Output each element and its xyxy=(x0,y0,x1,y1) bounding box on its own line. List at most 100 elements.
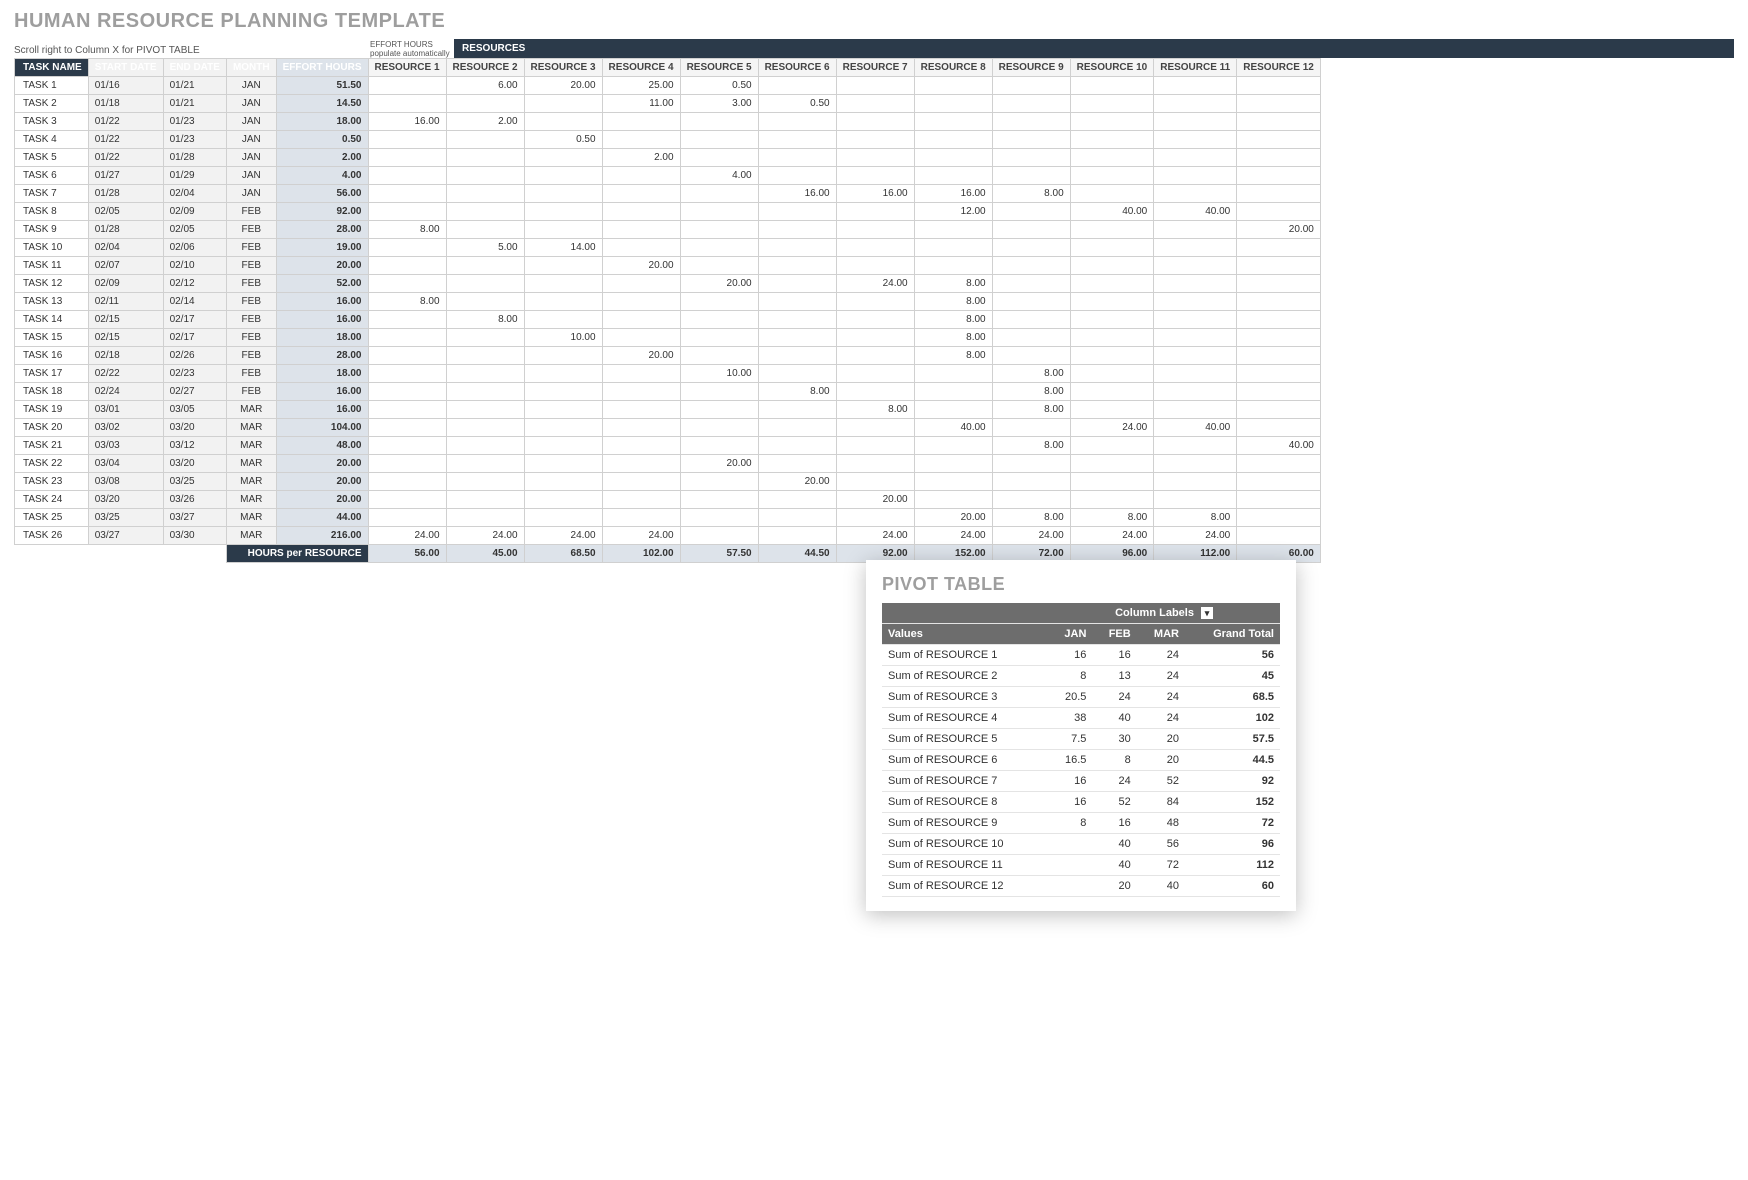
resource-cell[interactable] xyxy=(836,509,914,527)
resource-cell[interactable] xyxy=(836,347,914,365)
start-cell[interactable]: 02/22 xyxy=(88,365,163,383)
resource-cell[interactable] xyxy=(446,293,524,311)
effort-cell[interactable]: 28.00 xyxy=(276,221,368,239)
resource-cell[interactable] xyxy=(1154,167,1237,185)
resource-cell[interactable] xyxy=(1070,167,1154,185)
resource-cell[interactable]: 8.00 xyxy=(992,185,1070,203)
resource-cell[interactable]: 10.00 xyxy=(524,329,602,347)
resource-cell[interactable] xyxy=(368,77,446,95)
table-row[interactable]: TASK 1002/0402/06FEB19.005.0014.00 xyxy=(15,239,1321,257)
resource-cell[interactable] xyxy=(1154,257,1237,275)
resource-cell[interactable] xyxy=(524,419,602,437)
resource-cell[interactable] xyxy=(680,473,758,491)
task-cell[interactable]: TASK 11 xyxy=(15,257,89,275)
resource-cell[interactable] xyxy=(446,131,524,149)
end-cell[interactable]: 02/12 xyxy=(163,275,226,293)
resource-cell[interactable] xyxy=(680,401,758,419)
start-cell[interactable]: 03/08 xyxy=(88,473,163,491)
resource-cell[interactable] xyxy=(836,473,914,491)
resource-cell[interactable] xyxy=(1237,113,1321,131)
resource-cell[interactable] xyxy=(1237,149,1321,167)
resource-cell[interactable] xyxy=(914,95,992,113)
resource-cell[interactable] xyxy=(446,275,524,293)
resource-cell[interactable] xyxy=(524,455,602,473)
resource-cell[interactable] xyxy=(680,527,758,545)
resource-cell[interactable] xyxy=(446,167,524,185)
table-row[interactable]: TASK 2003/0203/20MAR104.0040.0024.0040.0… xyxy=(15,419,1321,437)
resource-cell[interactable]: 40.00 xyxy=(1070,203,1154,221)
resource-cell[interactable] xyxy=(758,275,836,293)
resource-cell[interactable] xyxy=(524,167,602,185)
resource-cell[interactable] xyxy=(680,221,758,239)
resource-cell[interactable] xyxy=(524,95,602,113)
start-cell[interactable]: 01/28 xyxy=(88,185,163,203)
effort-cell[interactable]: 18.00 xyxy=(276,113,368,131)
resource-cell[interactable]: 16.00 xyxy=(368,113,446,131)
task-cell[interactable]: TASK 18 xyxy=(15,383,89,401)
resource-cell[interactable]: 24.00 xyxy=(836,275,914,293)
resource-cell[interactable]: 24.00 xyxy=(368,527,446,545)
table-row[interactable]: TASK 2603/2703/30MAR216.0024.0024.0024.0… xyxy=(15,527,1321,545)
resource-cell[interactable] xyxy=(758,293,836,311)
resource-cell[interactable] xyxy=(1237,95,1321,113)
resource-cell[interactable] xyxy=(992,491,1070,509)
month-cell[interactable]: JAN xyxy=(226,113,276,131)
resource-cell[interactable] xyxy=(446,455,524,473)
resource-cell[interactable] xyxy=(914,473,992,491)
start-cell[interactable]: 03/20 xyxy=(88,491,163,509)
end-cell[interactable]: 03/20 xyxy=(163,455,226,473)
resource-cell[interactable] xyxy=(680,203,758,221)
resource-cell[interactable] xyxy=(914,113,992,131)
resource-cell[interactable]: 24.00 xyxy=(836,527,914,545)
resource-cell[interactable] xyxy=(1070,113,1154,131)
effort-cell[interactable]: 20.00 xyxy=(276,473,368,491)
month-cell[interactable]: FEB xyxy=(226,329,276,347)
month-cell[interactable]: MAR xyxy=(226,509,276,527)
task-cell[interactable]: TASK 7 xyxy=(15,185,89,203)
resource-cell[interactable] xyxy=(368,95,446,113)
effort-cell[interactable]: 20.00 xyxy=(276,491,368,509)
table-row[interactable]: TASK 2303/0803/25MAR20.0020.00 xyxy=(15,473,1321,491)
resource-cell[interactable] xyxy=(914,167,992,185)
resource-cell[interactable] xyxy=(602,383,680,401)
resource-cell[interactable] xyxy=(1154,383,1237,401)
resource-cell[interactable]: 8.00 xyxy=(836,401,914,419)
resource-cell[interactable] xyxy=(1154,149,1237,167)
month-cell[interactable]: FEB xyxy=(226,311,276,329)
resource-cell[interactable] xyxy=(758,167,836,185)
resource-cell[interactable] xyxy=(368,167,446,185)
resource-cell[interactable] xyxy=(1237,203,1321,221)
table-row[interactable]: TASK 1802/2402/27FEB16.008.008.00 xyxy=(15,383,1321,401)
resource-cell[interactable] xyxy=(1154,329,1237,347)
resource-cell[interactable] xyxy=(1070,473,1154,491)
resource-cell[interactable] xyxy=(680,239,758,257)
resource-cell[interactable] xyxy=(446,419,524,437)
start-cell[interactable]: 03/27 xyxy=(88,527,163,545)
resource-cell[interactable]: 8.00 xyxy=(1070,509,1154,527)
resource-cell[interactable] xyxy=(1070,329,1154,347)
task-cell[interactable]: TASK 17 xyxy=(15,365,89,383)
task-cell[interactable]: TASK 9 xyxy=(15,221,89,239)
resource-cell[interactable] xyxy=(1237,365,1321,383)
resource-cell[interactable] xyxy=(368,203,446,221)
table-row[interactable]: TASK 2203/0403/20MAR20.0020.00 xyxy=(15,455,1321,473)
start-cell[interactable]: 02/15 xyxy=(88,311,163,329)
resource-cell[interactable] xyxy=(1070,347,1154,365)
resource-cell[interactable] xyxy=(1154,473,1237,491)
resource-cell[interactable] xyxy=(836,203,914,221)
month-cell[interactable]: FEB xyxy=(226,293,276,311)
resource-cell[interactable]: 4.00 xyxy=(680,167,758,185)
resource-cell[interactable] xyxy=(524,383,602,401)
month-cell[interactable]: FEB xyxy=(226,239,276,257)
resource-cell[interactable] xyxy=(992,95,1070,113)
task-cell[interactable]: TASK 12 xyxy=(15,275,89,293)
resource-cell[interactable] xyxy=(1070,239,1154,257)
resource-cell[interactable] xyxy=(914,221,992,239)
resource-cell[interactable] xyxy=(1154,275,1237,293)
resource-cell[interactable]: 8.00 xyxy=(758,383,836,401)
effort-cell[interactable]: 16.00 xyxy=(276,311,368,329)
task-cell[interactable]: TASK 19 xyxy=(15,401,89,419)
month-cell[interactable]: JAN xyxy=(226,185,276,203)
resource-cell[interactable] xyxy=(602,437,680,455)
resource-cell[interactable] xyxy=(758,149,836,167)
